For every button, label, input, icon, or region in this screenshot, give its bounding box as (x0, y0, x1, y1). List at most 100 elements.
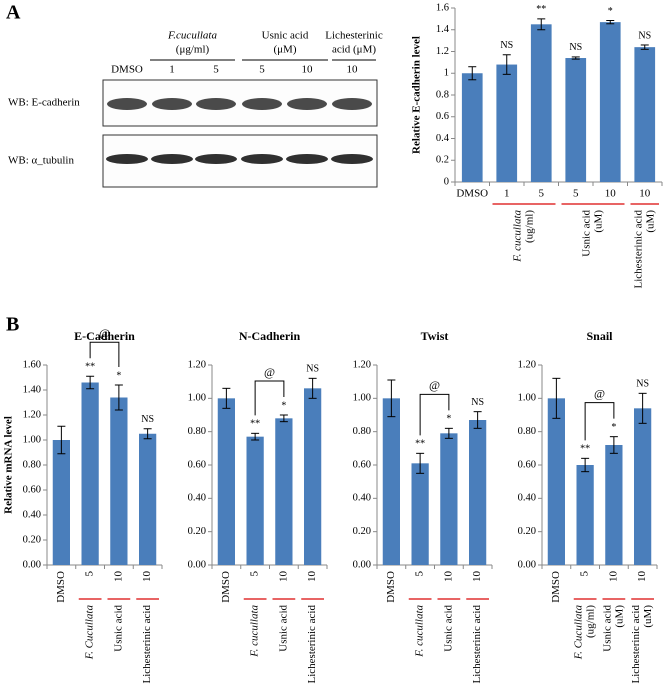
group-label: Usnic acid (442, 605, 454, 652)
blot-band (241, 154, 283, 164)
blot-band (195, 154, 237, 164)
y-tick-label: 0.60 (188, 459, 206, 470)
lane-label: 10 (347, 64, 359, 76)
comparison-bracket (584, 402, 615, 441)
blot-band (107, 98, 147, 110)
lane-label: 5 (259, 64, 265, 76)
x-tick-label: DMSO (456, 188, 488, 200)
y-tick-label: 0.80 (353, 426, 371, 437)
x-tick-label: 5 (84, 571, 96, 577)
group-label: (ug/ml) (524, 210, 536, 243)
y-tick-label: 0.00 (353, 559, 371, 570)
x-tick-label: 10 (141, 571, 153, 583)
x-tick-label: 10 (639, 188, 651, 200)
group-label: F. cucullata (512, 210, 524, 263)
group-label: (uM) (644, 210, 656, 233)
lane-label: 1 (169, 64, 175, 76)
x-tick-label: 10 (277, 571, 289, 583)
y-tick-label: 1.6 (436, 2, 449, 13)
blot-frame (102, 79, 378, 127)
y-tick-label: 1.00 (23, 434, 41, 445)
bar (382, 398, 400, 565)
significance-label: NS (638, 30, 651, 41)
group-label: Lichesterinic acid (471, 605, 483, 684)
y-axis-label: Relative mRNA level (3, 416, 15, 514)
bar (565, 58, 587, 182)
blot-band (106, 154, 148, 164)
x-tick-label: DMSO (55, 571, 67, 603)
group-label: Usnic acid (277, 605, 289, 652)
y-tick-label: 0.60 (23, 484, 41, 495)
significance-label: * (281, 400, 286, 411)
y-tick-label: 0.6 (436, 111, 449, 122)
significance-label: ** (580, 444, 590, 455)
y-tick-label: 1.00 (188, 393, 206, 404)
significance-label: NS (569, 42, 582, 53)
bar (217, 398, 235, 565)
y-tick-label: 0.20 (188, 526, 206, 537)
group-label: (uM) (613, 605, 625, 628)
significance-label: ** (415, 439, 425, 450)
significance-label: ** (250, 419, 260, 430)
lane-label: 10 (302, 64, 314, 76)
y-tick-label: 0.40 (353, 493, 371, 504)
significance-label: ** (85, 362, 95, 373)
bar (496, 64, 518, 182)
bar (52, 440, 70, 565)
group-label: F. Cucullata (84, 605, 96, 661)
bar (634, 408, 652, 565)
y-tick-label: 0.80 (188, 426, 206, 437)
x-tick-label: 10 (306, 571, 318, 583)
x-tick-label: 5 (414, 571, 426, 577)
y-tick-label: 0.80 (23, 459, 41, 470)
significance-label: NS (306, 364, 319, 375)
significance-label: * (446, 414, 451, 425)
significance-label: ** (536, 4, 546, 15)
y-tick-label: 0.4 (436, 133, 450, 144)
y-tick-label: 0.40 (188, 493, 206, 504)
chart-title: N-Cadherin (239, 329, 301, 343)
x-tick-label: 10 (605, 188, 617, 200)
y-tick-label: 0 (444, 176, 449, 187)
group-label: Lichesterinic acid (141, 605, 153, 684)
group-label: (μg/ml) (176, 44, 210, 56)
y-axis-label: Relative E-cadherin level (411, 36, 423, 154)
y-tick-label: 1.60 (23, 359, 41, 370)
x-tick-label: 10 (636, 571, 648, 583)
group-label: Lichesterinic acid (306, 605, 318, 684)
group-label: acid (μM) (332, 44, 376, 56)
row-label: WB: E-cadherin (8, 97, 80, 109)
significance-label: NS (500, 40, 513, 51)
chart-title: E-Cadherin (74, 329, 135, 343)
y-tick-label: 1.20 (188, 359, 206, 370)
group-label: F. cucullata (414, 605, 426, 658)
bar (547, 398, 565, 565)
blot-band (331, 154, 373, 164)
comparison-bracket (419, 393, 450, 436)
blot-band (242, 98, 282, 110)
comparison-label: @ (429, 378, 440, 392)
x-tick-label: 5 (539, 188, 545, 200)
significance-label: NS (636, 379, 649, 390)
bar (576, 465, 594, 565)
x-tick-label: DMSO (385, 571, 397, 603)
group-label: Usnic acid (262, 30, 309, 42)
comparison-label: @ (594, 386, 605, 400)
comparison-label: @ (264, 365, 275, 379)
bar (530, 24, 552, 182)
bar (440, 433, 458, 565)
comparison-label: @ (99, 326, 110, 340)
x-tick-label: 5 (573, 188, 579, 200)
y-tick-label: 1.40 (23, 384, 41, 395)
y-tick-label: 1.20 (353, 359, 371, 370)
blot-band (152, 98, 192, 110)
blot-band (151, 154, 193, 164)
y-tick-label: 1.20 (518, 359, 536, 370)
bar (605, 445, 623, 565)
lane-label: 5 (213, 64, 219, 76)
y-tick-label: 1.00 (518, 393, 536, 404)
x-tick-label: 10 (112, 571, 124, 583)
panel-label: A (6, 2, 21, 24)
significance-label: * (608, 6, 613, 17)
x-tick-label: 10 (442, 571, 454, 583)
